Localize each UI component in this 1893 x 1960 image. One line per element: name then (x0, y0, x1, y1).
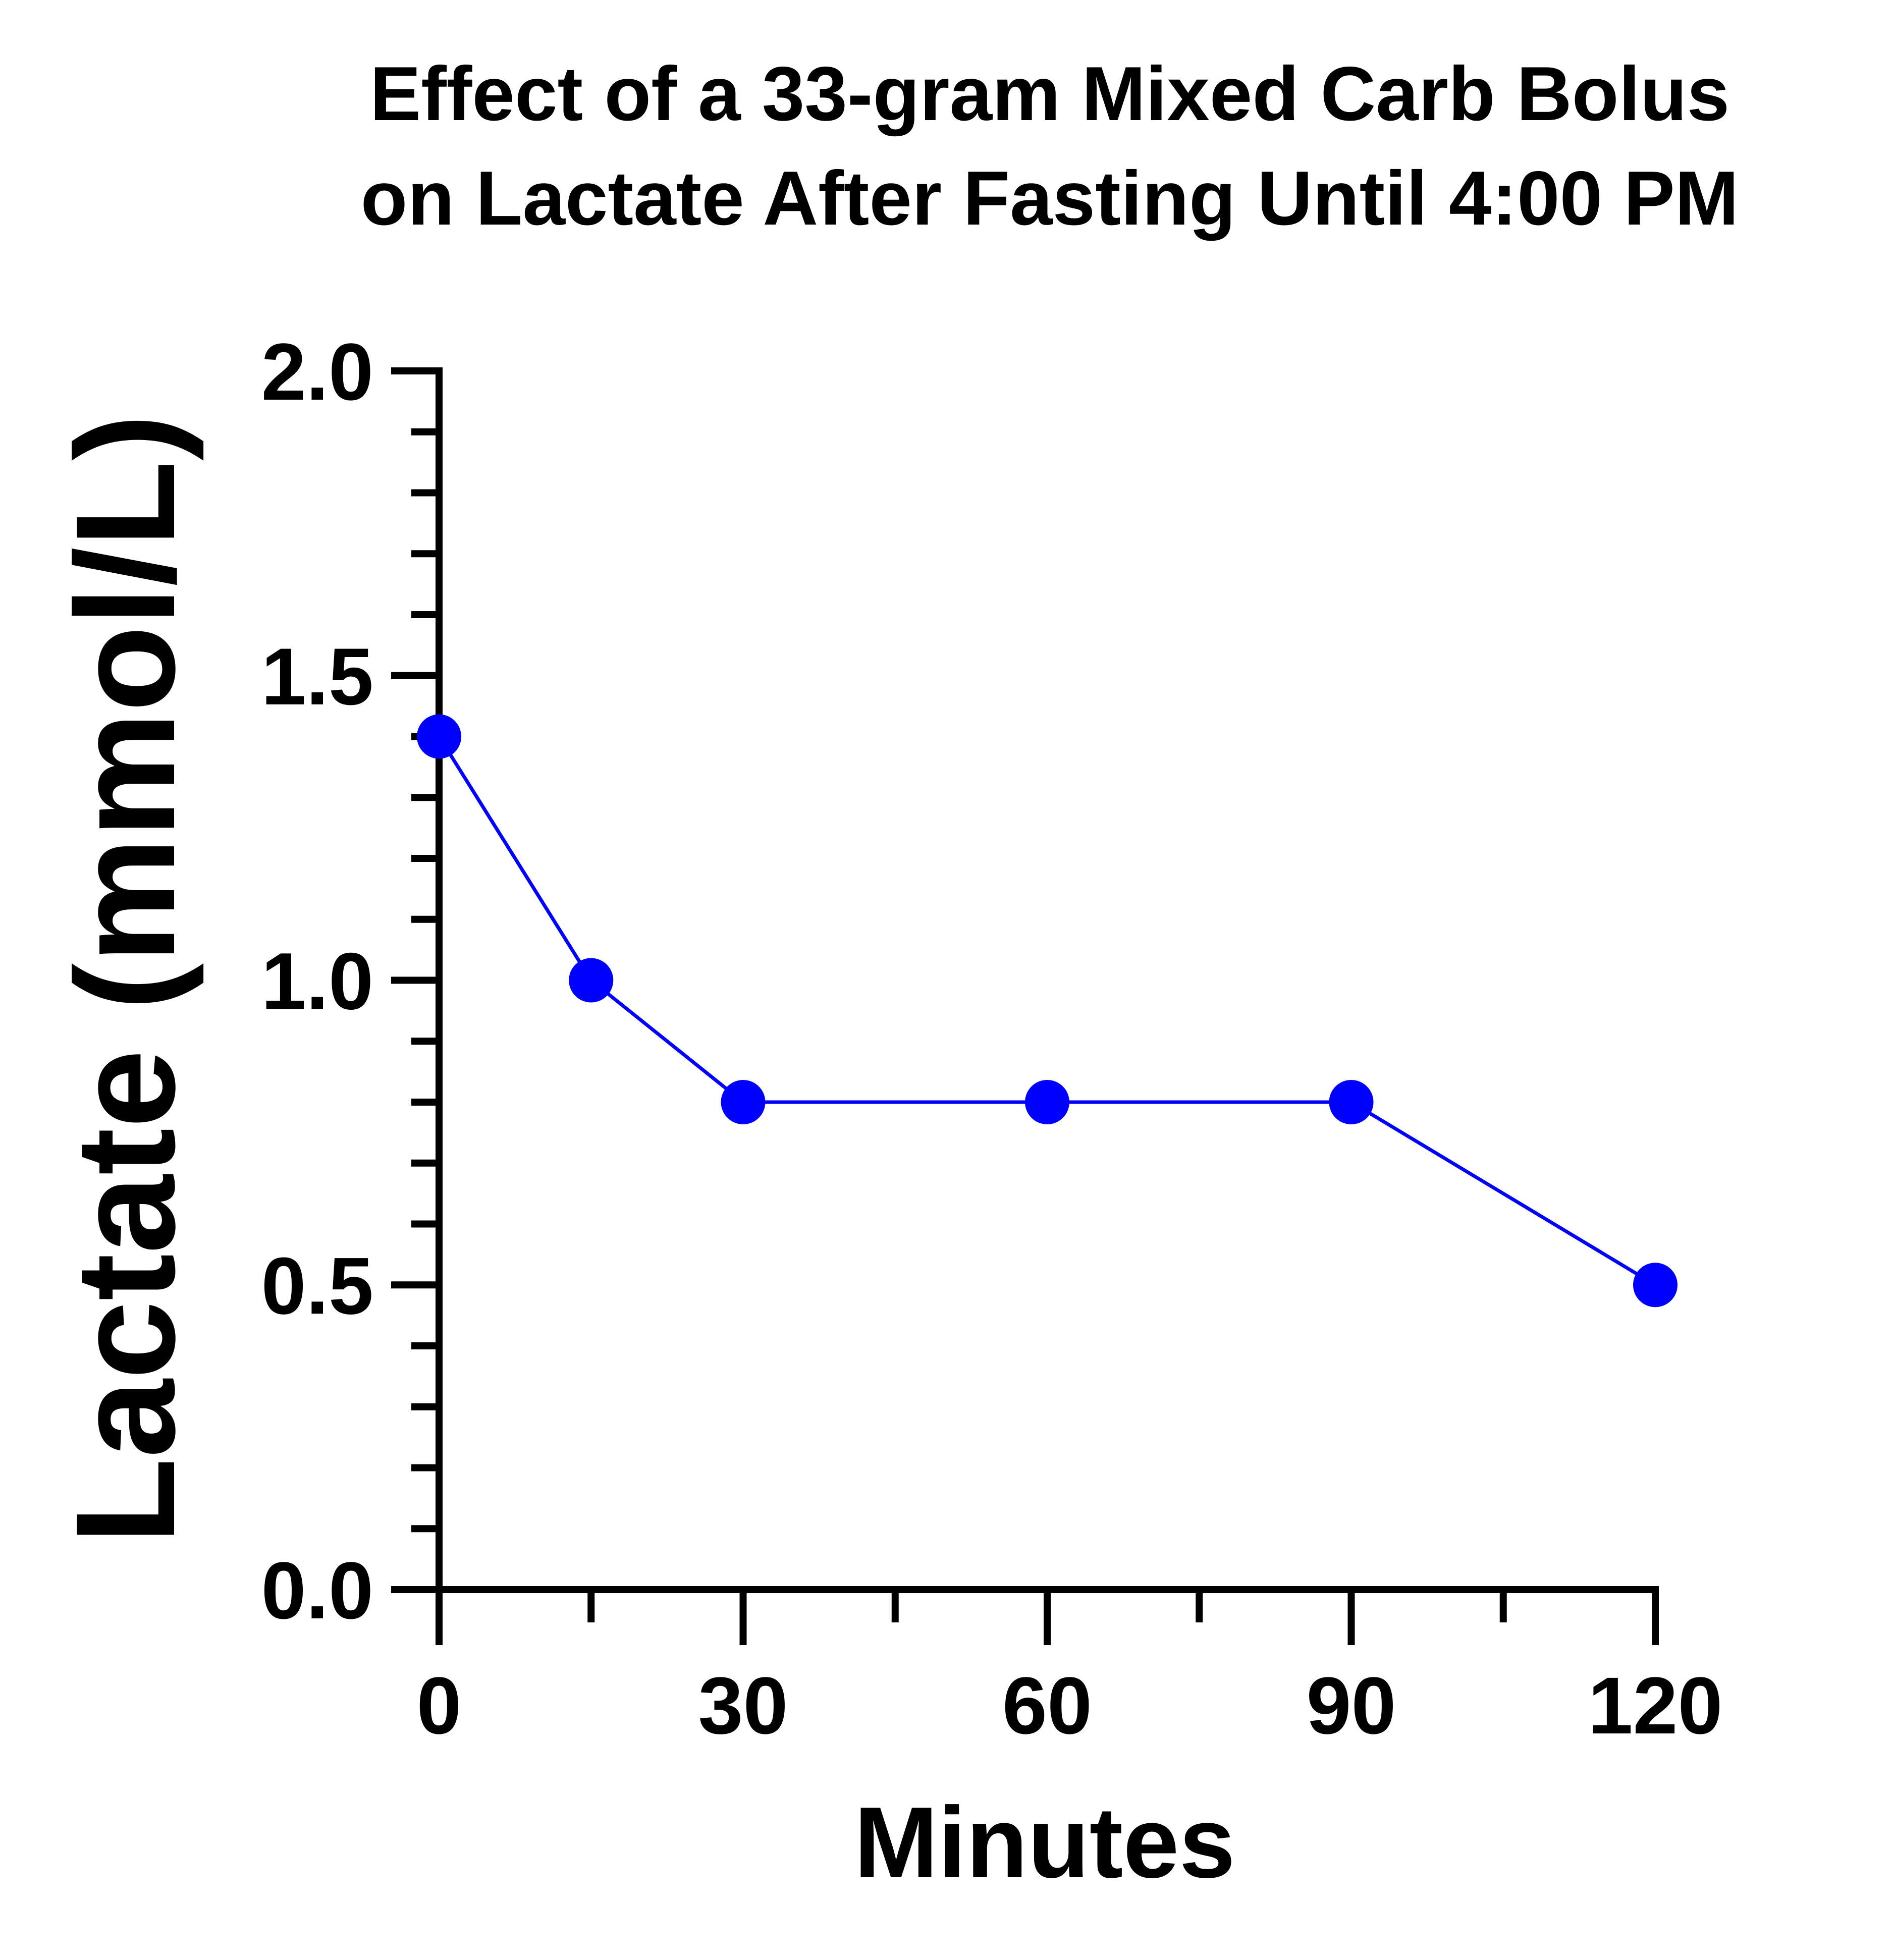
x-tick-label: 60 (1002, 1660, 1092, 1751)
y-tick-label: 1.0 (261, 936, 373, 1026)
x-axis: 0 30 60 90 120 (391, 1586, 1723, 1751)
x-axis-label: Minutes (854, 1786, 1235, 1899)
x-tick-label: 90 (1307, 1660, 1396, 1751)
y-tick-label: 1.5 (261, 631, 373, 722)
y-axis: 0.0 0.5 1.0 1.5 2.0 (261, 326, 443, 1645)
y-axis-label: Lactate (mmol/L) (47, 414, 205, 1544)
chart-title: Effect of a 33-gram Mixed Carb Bolus (370, 51, 1729, 137)
series-layer (417, 714, 1678, 1308)
series-line (438, 735, 1656, 1287)
x-tick-label: 120 (1588, 1660, 1723, 1751)
x-tick-label: 0 (417, 1660, 462, 1751)
chart-subtitle: on Lactate After Fasting Until 4:00 PM (361, 155, 1739, 241)
data-point (569, 958, 614, 1003)
y-tick-label: 0.5 (261, 1240, 373, 1331)
x-tick-label: 30 (698, 1660, 788, 1751)
data-point (721, 1080, 766, 1124)
data-point (1633, 1263, 1678, 1308)
y-tick-label: 2.0 (261, 326, 373, 417)
data-point (417, 714, 461, 759)
y-tick-label: 0.0 (261, 1545, 373, 1636)
data-point (1025, 1080, 1069, 1124)
data-point (1329, 1080, 1374, 1124)
